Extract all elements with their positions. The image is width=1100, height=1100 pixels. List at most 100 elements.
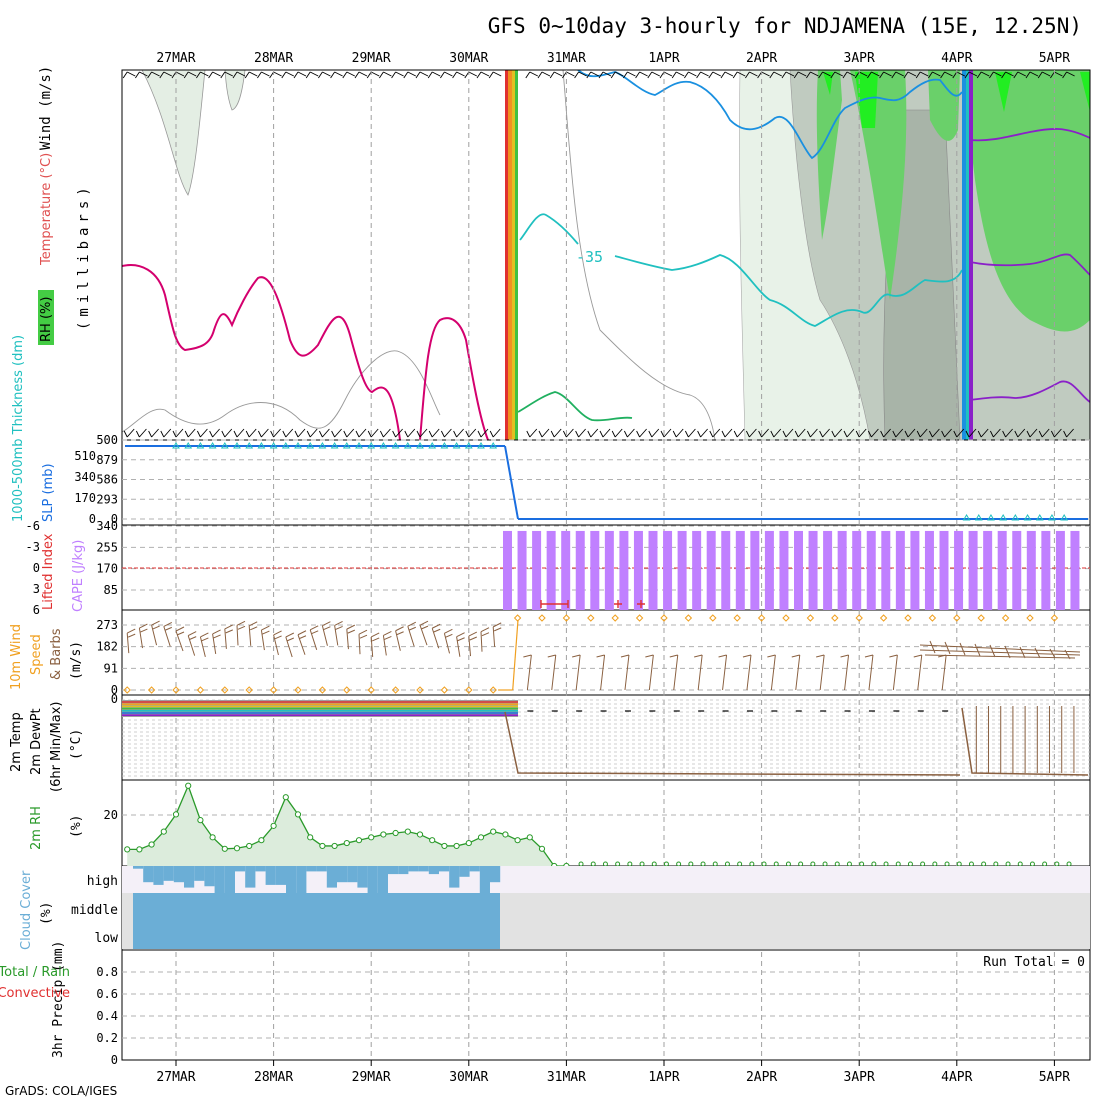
rh-point bbox=[453, 842, 460, 850]
wind-speed-marker bbox=[660, 614, 668, 622]
li-error-bar-2 bbox=[614, 600, 622, 608]
wind-barb bbox=[791, 654, 801, 691]
upper-wind-barb bbox=[989, 71, 1002, 79]
slp-ylabel-thickness: 1000-500mb Thickness (dm) bbox=[11, 335, 26, 522]
cape-ylabel-li: Lifted Index bbox=[41, 533, 56, 610]
thickness-marker bbox=[245, 442, 254, 449]
rh-points bbox=[124, 782, 570, 870]
thickness-marker bbox=[196, 442, 205, 449]
wind-barb bbox=[938, 654, 947, 691]
grads-credit: GrADS: COLA/IGES bbox=[5, 1084, 117, 1098]
upper-wind-barb bbox=[1002, 428, 1013, 438]
wind-barb bbox=[468, 631, 478, 657]
upper-wind-barb bbox=[1038, 428, 1050, 438]
wind-speed-marker bbox=[806, 614, 815, 622]
upper-wind-barb bbox=[904, 428, 916, 438]
cape-li-panel bbox=[122, 530, 1090, 610]
upper-wind-barb bbox=[660, 428, 672, 438]
upper-wind-barb bbox=[1025, 71, 1039, 79]
cape-bar bbox=[1026, 530, 1036, 610]
y-tick-label: 0.4 bbox=[96, 1009, 118, 1023]
upper-wind-barb bbox=[636, 428, 647, 438]
wind-barb bbox=[694, 654, 703, 691]
rh-zero-point bbox=[920, 861, 926, 867]
cloud-level-label: middle bbox=[71, 903, 118, 918]
upper-ylabel-millibars: (millibars) bbox=[76, 182, 92, 330]
rh-zero-point bbox=[822, 861, 828, 867]
upper-wind-barb bbox=[270, 428, 281, 438]
y-tick-label: 20 bbox=[104, 808, 118, 822]
wind-speed-jump bbox=[512, 619, 519, 691]
rh-point bbox=[514, 837, 521, 844]
wind-speed-marker bbox=[757, 614, 766, 622]
thickness-marker bbox=[477, 442, 485, 449]
top-date-label: 29MAR bbox=[352, 51, 391, 66]
rh-zero-point bbox=[749, 861, 755, 867]
top-date-label: 27MAR bbox=[156, 51, 195, 66]
wind-barb bbox=[346, 624, 356, 650]
upper-wind-barb bbox=[684, 71, 697, 79]
temp-contour-blue bbox=[577, 70, 963, 160]
upper-wind-barb bbox=[745, 71, 758, 79]
wind-barb bbox=[572, 654, 581, 691]
rh-point bbox=[441, 842, 448, 850]
upper-air-panel: -35 bbox=[122, 70, 1090, 440]
rh-light-area-left2 bbox=[224, 70, 246, 111]
data-gap-bar-green bbox=[515, 70, 518, 440]
wind-speed-marker bbox=[831, 614, 839, 622]
cloud-high-bar bbox=[173, 866, 184, 883]
wind-speed-marker bbox=[684, 614, 693, 622]
upper-wind-barb bbox=[538, 428, 550, 438]
rh-bright-green-3 bbox=[995, 72, 1012, 112]
upper-wind-barb bbox=[757, 71, 770, 79]
upper-wind-barb bbox=[928, 71, 941, 79]
cape-bar bbox=[604, 530, 614, 610]
thickness-marker bbox=[342, 442, 351, 449]
temp-contour-purple-low bbox=[969, 380, 1090, 403]
wind-speed-marker bbox=[562, 614, 571, 622]
bottom-date-label: 3APR bbox=[844, 1070, 875, 1085]
upper-wind-barb bbox=[489, 428, 501, 438]
cloud-high-bar bbox=[479, 866, 490, 893]
rh-point bbox=[246, 842, 253, 850]
upper-wind-barb bbox=[879, 71, 892, 79]
wind-barb bbox=[456, 632, 465, 657]
cape-bar bbox=[968, 530, 978, 610]
upper-wind-barb bbox=[159, 71, 173, 79]
cape-bar bbox=[1012, 530, 1022, 610]
cloud-high-bar bbox=[439, 866, 450, 872]
rh-legend-swatch bbox=[38, 290, 54, 345]
upper-ylabel-temperature: Temperature (°C) bbox=[39, 153, 54, 266]
wind-barb bbox=[419, 620, 429, 646]
thickness-marker bbox=[172, 442, 180, 449]
upper-wind-barb bbox=[672, 428, 684, 438]
cloud-high-bar bbox=[357, 866, 368, 888]
thickness-markers bbox=[172, 442, 1069, 521]
upper-wind-barb bbox=[1026, 428, 1038, 438]
y-tick-label-left: 510 bbox=[74, 449, 96, 463]
rh-point bbox=[185, 782, 192, 789]
wind-barb bbox=[199, 632, 209, 658]
bottom-date-label: 2APR bbox=[746, 1070, 777, 1085]
temp-ylabel-1: 2m Temp bbox=[9, 712, 24, 772]
rh-zero-point bbox=[883, 861, 889, 867]
data-gap-bar-red bbox=[505, 70, 508, 440]
cloud-low-fill bbox=[133, 893, 500, 949]
y-tick-label: 255 bbox=[96, 540, 118, 554]
wind-speed-marker bbox=[1001, 614, 1010, 622]
rh-zero-point bbox=[712, 861, 718, 867]
data-gap-bar-yellow bbox=[512, 70, 515, 440]
upper-wind-barb bbox=[781, 71, 795, 79]
rh-zero-point bbox=[834, 861, 840, 867]
rh-zero-point bbox=[590, 861, 596, 867]
wind-speed-marker bbox=[196, 686, 205, 694]
upper-wind-barb bbox=[696, 71, 709, 79]
wind-speed-marker bbox=[928, 614, 937, 622]
wind-barb bbox=[669, 654, 679, 691]
upper-wind-barb bbox=[574, 71, 587, 79]
upper-wind-barb bbox=[1050, 71, 1063, 79]
upper-wind-barb bbox=[842, 71, 856, 79]
cloud-high-bar bbox=[306, 866, 317, 872]
gray-contour-upper bbox=[562, 70, 716, 440]
upper-wind-barb bbox=[537, 71, 551, 79]
